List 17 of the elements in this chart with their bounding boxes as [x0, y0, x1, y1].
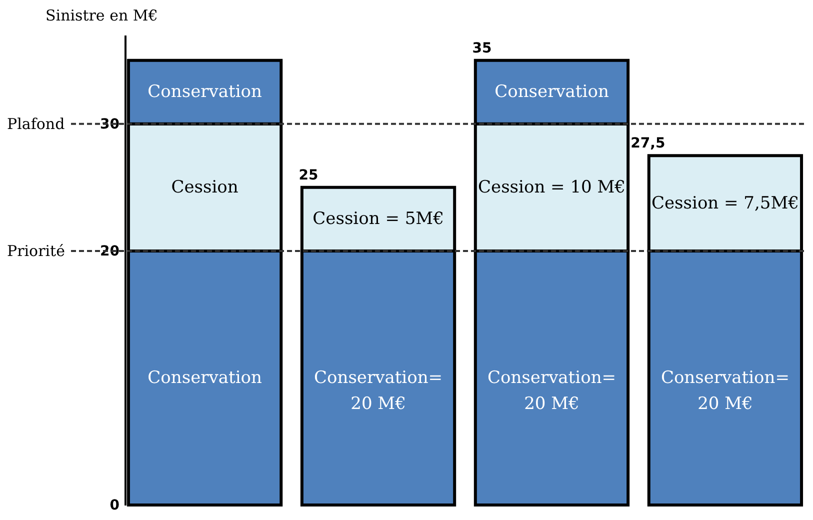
data-label: Cession = 5M€	[312, 209, 444, 230]
data-label: Conservation	[494, 82, 609, 102]
total-label: 35	[472, 40, 492, 56]
total-label: 25	[298, 167, 318, 184]
data-label: Conservation= 20 M€	[660, 368, 790, 414]
ref-line-label: Plafond	[7, 114, 66, 133]
data-label: Conservation= 20 M€	[487, 368, 616, 414]
data-label: Cession = 7,5M€	[651, 193, 799, 214]
data-label: Conservation	[148, 82, 262, 102]
y-axis-title: Sinistre en M€	[46, 6, 158, 24]
data-label: Cession = 10 M€	[478, 177, 626, 198]
y-tick-label: 0	[110, 498, 120, 514]
data-label: Conservation	[148, 368, 262, 388]
data-label: Conservation= 20 M€	[314, 368, 443, 414]
total-label: 27,5	[630, 136, 666, 152]
ref-line-label: Priorité	[7, 242, 66, 260]
data-label: Cession	[171, 177, 238, 198]
